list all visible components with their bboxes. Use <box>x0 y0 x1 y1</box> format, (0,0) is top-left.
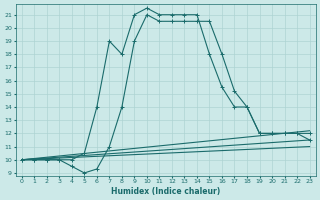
X-axis label: Humidex (Indice chaleur): Humidex (Indice chaleur) <box>111 187 220 196</box>
